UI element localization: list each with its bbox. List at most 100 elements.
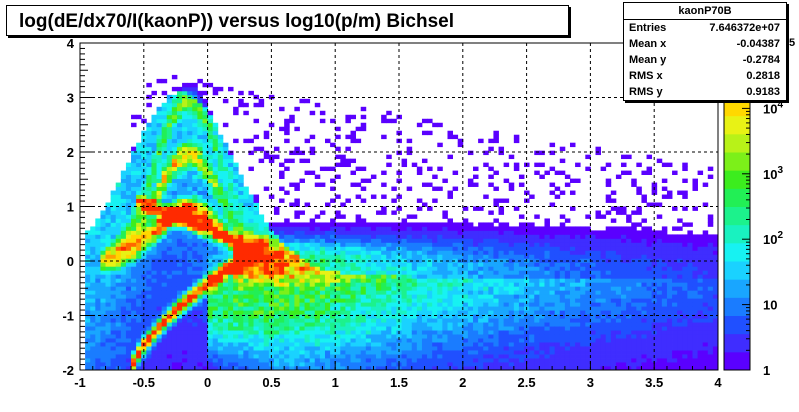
heatmap-cell	[360, 262, 367, 267]
heatmap-cell	[518, 358, 525, 363]
heatmap-cell	[182, 234, 188, 239]
heatmap-cell	[197, 342, 203, 347]
heatmap-cell	[411, 282, 418, 287]
heatmap-cell	[253, 286, 260, 291]
heatmap-cell	[161, 358, 168, 363]
heatmap-cell	[340, 202, 346, 207]
heatmap-cell	[90, 270, 96, 275]
heatmap-cell	[197, 186, 203, 191]
heatmap-cell	[376, 210, 382, 215]
heatmap-cell	[595, 338, 601, 343]
heatmap-cell	[610, 306, 617, 311]
heatmap-cell	[488, 250, 494, 255]
heatmap-cell	[447, 226, 453, 231]
heatmap-cell	[233, 210, 239, 215]
heatmap-cell	[478, 346, 484, 351]
heatmap-cell	[529, 358, 535, 363]
heatmap-cell	[289, 114, 295, 120]
heatmap-cell	[197, 318, 203, 323]
heatmap-cell	[544, 246, 550, 251]
heatmap-cell	[105, 362, 112, 367]
heatmap-cell	[381, 242, 387, 247]
heatmap-cell	[90, 290, 96, 295]
heatmap-cell	[217, 342, 224, 347]
heatmap-cell	[559, 334, 566, 339]
heatmap-cell	[258, 102, 265, 108]
heatmap-cell	[605, 230, 612, 235]
heatmap-cell	[421, 322, 428, 327]
heatmap-cell	[304, 286, 311, 291]
heatmap-cell	[610, 238, 617, 243]
heatmap-cell	[524, 250, 530, 255]
heatmap-cell	[503, 342, 510, 347]
heatmap-cell	[370, 250, 377, 255]
heatmap-cell	[539, 294, 545, 299]
heatmap-cell	[192, 142, 198, 148]
heatmap-cell	[427, 334, 433, 339]
heatmap-cell	[534, 326, 540, 331]
heatmap-cell	[166, 314, 173, 319]
heatmap-cell	[161, 222, 168, 227]
heatmap-cell	[585, 354, 591, 359]
heatmap-cell	[105, 262, 112, 267]
heatmap-cell	[207, 302, 214, 307]
heatmap-cell	[207, 342, 214, 347]
heatmap-cell	[197, 202, 203, 207]
heatmap-cell	[401, 330, 408, 335]
heatmap-cell	[467, 182, 474, 187]
heatmap-cell	[355, 194, 362, 199]
heatmap-cell	[631, 250, 637, 255]
heatmap-cell	[370, 238, 377, 243]
heatmap-cell	[508, 182, 515, 187]
heatmap-cell	[131, 354, 137, 359]
heatmap-cell	[355, 182, 362, 187]
heatmap-cell	[432, 298, 438, 303]
heatmap-cell	[289, 150, 295, 156]
heatmap-cell	[197, 234, 203, 239]
heatmap-cell	[90, 306, 96, 311]
heatmap-cell	[233, 278, 239, 283]
heatmap-cell	[120, 290, 127, 295]
heatmap-cell	[279, 290, 285, 295]
heatmap-cell	[534, 302, 540, 307]
heatmap-cell	[166, 266, 173, 271]
heatmap-cell	[151, 318, 157, 323]
heatmap-cell	[493, 266, 499, 271]
heatmap-cell	[411, 354, 418, 359]
heatmap-cell	[279, 354, 285, 359]
heatmap-cell	[105, 202, 112, 207]
heatmap-cell	[253, 338, 260, 343]
heatmap-cell	[151, 230, 157, 235]
heatmap-cell	[166, 326, 173, 331]
heatmap-cell	[493, 306, 499, 311]
heatmap-cell	[615, 262, 622, 267]
heatmap-cell	[253, 362, 260, 367]
heatmap-cell	[268, 250, 275, 255]
heatmap-cell	[518, 254, 525, 259]
heatmap-cell	[243, 138, 249, 144]
heatmap-cell	[381, 258, 387, 263]
heatmap-cell	[222, 154, 229, 160]
heatmap-cell	[131, 290, 137, 295]
heatmap-cell	[595, 286, 601, 291]
heatmap-cell	[365, 278, 372, 283]
heatmap-cell	[171, 202, 178, 207]
heatmap-cell	[518, 310, 525, 315]
heatmap-cell	[416, 262, 423, 267]
heatmap-cell	[615, 342, 622, 347]
heatmap-cell	[248, 202, 254, 207]
heatmap-cell	[192, 90, 198, 96]
heatmap-cell	[421, 338, 428, 343]
heatmap-cell	[513, 162, 520, 168]
heatmap-cell	[233, 206, 239, 211]
heatmap-cell	[401, 270, 408, 275]
heatmap-cell	[304, 242, 311, 247]
heatmap-cell	[503, 290, 510, 295]
heatmap-cell	[626, 262, 632, 267]
heatmap-cell	[187, 278, 193, 283]
heatmap-cell	[294, 358, 300, 363]
heatmap-cell	[284, 338, 290, 343]
heatmap-cell	[233, 250, 239, 255]
heatmap-cell	[631, 346, 637, 351]
heatmap-cell	[416, 242, 423, 247]
